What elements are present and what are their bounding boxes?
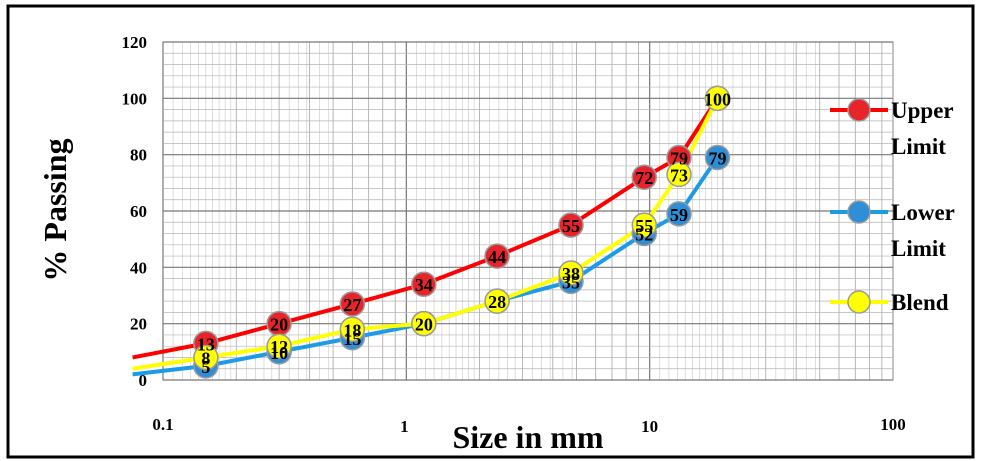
data-point bbox=[484, 288, 510, 314]
data-label: 35 bbox=[562, 272, 580, 292]
legend-marker bbox=[847, 290, 871, 314]
y-tick-label: 60 bbox=[130, 202, 147, 221]
data-point bbox=[339, 291, 366, 317]
data-label: 72 bbox=[635, 168, 653, 188]
data-point bbox=[266, 333, 292, 359]
x-axis-title: Size in mm bbox=[452, 419, 603, 455]
data-point bbox=[558, 260, 584, 286]
data-label: 55 bbox=[635, 216, 653, 236]
y-tick-label: 100 bbox=[122, 89, 148, 108]
y-tick-label: 80 bbox=[130, 146, 147, 165]
data-point bbox=[631, 164, 657, 190]
x-tick-label: 0.1 bbox=[152, 415, 173, 434]
legend-label: Upper bbox=[891, 98, 954, 123]
data-label: 10 bbox=[270, 343, 288, 363]
y-axis-title: % Passing bbox=[37, 138, 73, 281]
legend-label: Limit bbox=[891, 134, 946, 159]
y-tick-label: 0 bbox=[139, 371, 148, 390]
data-label: 13 bbox=[197, 334, 215, 354]
data-label: 20 bbox=[270, 315, 288, 335]
data-label: 20 bbox=[415, 315, 433, 335]
y-tick-label: 40 bbox=[130, 258, 147, 277]
legend: Upper Limit Lower Limit Blend bbox=[830, 98, 955, 315]
x-tick-label: 100 bbox=[880, 415, 906, 434]
data-label: 8 bbox=[201, 348, 210, 368]
data-point bbox=[704, 144, 731, 171]
data-label: 59 bbox=[670, 205, 688, 225]
data-label: 79 bbox=[708, 148, 726, 168]
x-tick-label: 10 bbox=[641, 417, 658, 436]
y-tick-label: 20 bbox=[130, 315, 147, 334]
series-line-2 bbox=[132, 97, 720, 371]
data-label: 18 bbox=[343, 320, 361, 340]
data-label: 28 bbox=[488, 292, 506, 312]
data-label: 79 bbox=[670, 148, 688, 168]
data-point bbox=[339, 316, 366, 343]
data-point bbox=[411, 271, 437, 297]
y-tick-label: 120 bbox=[122, 33, 148, 52]
data-label: 38 bbox=[562, 264, 580, 284]
data-label: 73 bbox=[670, 165, 688, 185]
data-point bbox=[411, 310, 437, 337]
data-label: 27 bbox=[343, 295, 361, 315]
data-point bbox=[631, 212, 657, 238]
data-label: 100 bbox=[704, 89, 731, 109]
x-tick-label: 1 bbox=[400, 417, 409, 436]
series-lines bbox=[132, 85, 731, 379]
data-point bbox=[666, 201, 692, 227]
data-point bbox=[666, 161, 692, 188]
data-point bbox=[704, 85, 731, 112]
data-point bbox=[193, 344, 219, 371]
legend-marker bbox=[847, 200, 871, 224]
data-label: 34 bbox=[415, 275, 433, 295]
data-label: 52 bbox=[635, 225, 653, 245]
data-label: 5 bbox=[201, 357, 210, 377]
series-line-0 bbox=[132, 97, 720, 360]
legend-label: Blend bbox=[891, 290, 949, 315]
data-label: 55 bbox=[562, 216, 580, 236]
legend-marker bbox=[847, 98, 871, 122]
axes: 0 20 40 60 80 100 120 0.1 1 10 100 bbox=[122, 33, 906, 436]
data-labels: 13 20 27 34 44 55 72 79 5 10 15 35 52 59 79 8 12 18 20 28 38… bbox=[197, 89, 731, 377]
data-label: 15 bbox=[343, 329, 361, 349]
data-point bbox=[558, 212, 584, 238]
data-point bbox=[484, 243, 510, 269]
legend-label: Limit bbox=[891, 236, 946, 261]
data-label: 44 bbox=[488, 247, 506, 267]
legend-label: Lower bbox=[891, 200, 955, 225]
data-label: 12 bbox=[270, 337, 288, 357]
